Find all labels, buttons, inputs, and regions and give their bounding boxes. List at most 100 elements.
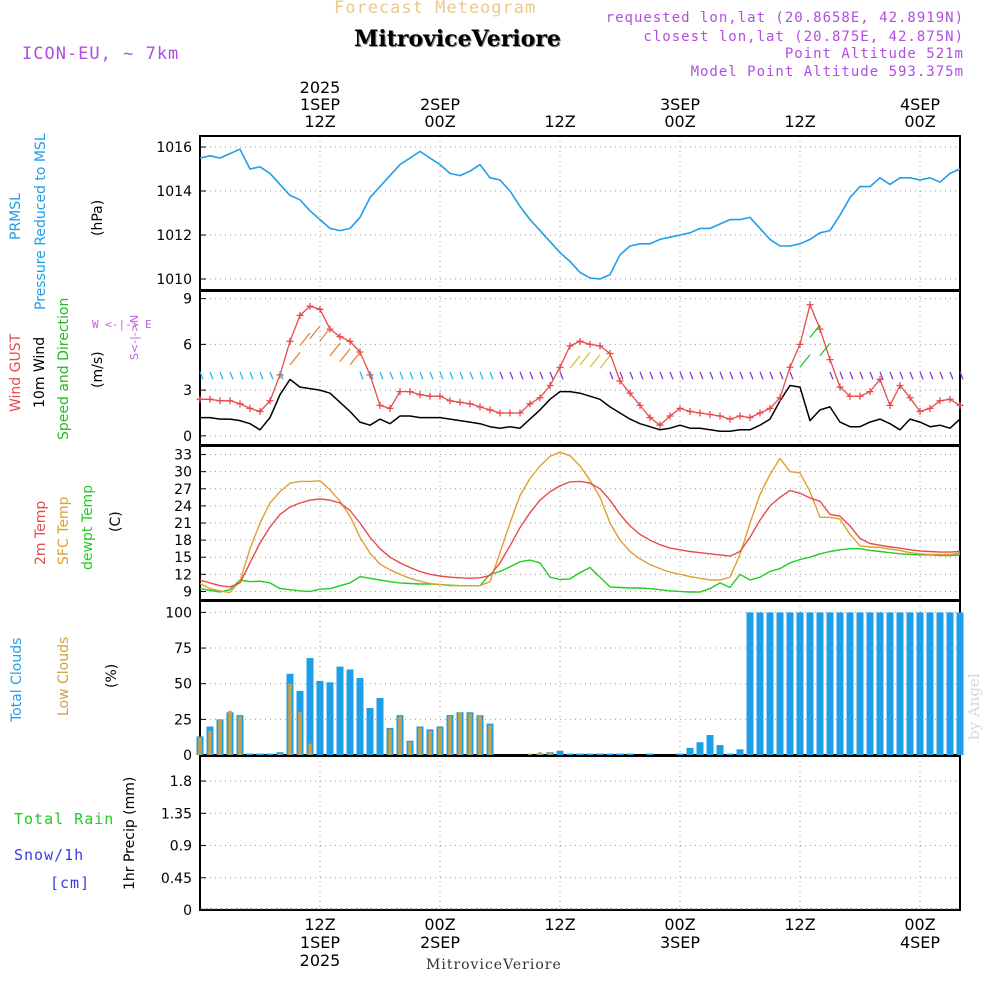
low-cloud-bar bbox=[418, 727, 422, 755]
total-cloud-bar bbox=[696, 742, 704, 755]
temp-2m-line bbox=[199, 480, 961, 588]
y-tick-label: 0.45 bbox=[161, 871, 192, 887]
total-cloud-bar bbox=[646, 753, 654, 755]
total-cloud-bar bbox=[716, 745, 724, 755]
sfc-temp-line bbox=[199, 451, 961, 594]
snow-label: Snow/1h bbox=[14, 846, 85, 864]
gust-marker bbox=[456, 398, 464, 406]
wind-direction-arrow bbox=[329, 342, 341, 357]
wind-direction-arrow bbox=[429, 371, 434, 380]
total-cloud-bar bbox=[776, 612, 784, 755]
y-tick-label: 9 bbox=[183, 292, 192, 308]
low-cloud-bar bbox=[538, 752, 542, 755]
wind-direction-arrow bbox=[889, 371, 894, 380]
wind-direction-arrow bbox=[439, 371, 444, 380]
gust-marker bbox=[926, 404, 934, 412]
gust-marker bbox=[316, 305, 324, 313]
total-cloud-bar bbox=[906, 612, 914, 755]
total-cloud-bar bbox=[346, 669, 354, 755]
total-cloud-bar bbox=[936, 612, 944, 755]
low-cloud-bar bbox=[438, 727, 442, 755]
total-cloud-bar bbox=[596, 753, 604, 755]
total-cloud-bar bbox=[816, 612, 824, 755]
gust-marker bbox=[636, 401, 644, 409]
wind-direction-arrow bbox=[499, 371, 504, 380]
total-cloud-bar bbox=[876, 612, 884, 755]
wind-direction-arrow bbox=[419, 371, 424, 380]
station-title: MitroviceVeriore bbox=[354, 26, 561, 52]
wind-direction-arrow bbox=[219, 371, 224, 380]
wind-direction-arrow bbox=[259, 371, 264, 380]
subtitle: Forecast Meteogram bbox=[334, 0, 537, 18]
wind-direction-arrow bbox=[749, 371, 754, 380]
total-cloud-bar bbox=[796, 612, 804, 755]
gust-marker bbox=[806, 301, 814, 309]
low-cloud-bar bbox=[198, 737, 202, 755]
bottom-date-label: 3SEP bbox=[660, 933, 700, 952]
bottom-hour-label: 12Z bbox=[304, 915, 335, 934]
wind-direction-arrow bbox=[819, 342, 831, 357]
total-cloud-bar bbox=[266, 753, 274, 755]
gust-marker bbox=[816, 325, 824, 333]
gust-marker bbox=[386, 404, 394, 412]
low-cloud-bar bbox=[228, 710, 232, 755]
total-cloud-bar bbox=[676, 753, 684, 755]
low-cloud-bar bbox=[528, 753, 532, 755]
wind-direction-arrow bbox=[759, 371, 764, 380]
y-tick-label: 12 bbox=[174, 567, 192, 583]
gust-marker bbox=[506, 409, 514, 417]
gust-marker bbox=[406, 388, 414, 396]
wind-direction-arrow bbox=[549, 371, 554, 380]
wind-direction-arrow bbox=[539, 371, 544, 380]
gust-marker bbox=[426, 392, 434, 400]
gust-marker bbox=[516, 409, 524, 417]
top-hour-label: 00Z bbox=[424, 112, 455, 131]
wind-direction-arrow bbox=[779, 371, 784, 380]
wind-direction-arrow bbox=[409, 371, 414, 380]
footer-station: MitroviceVeriore bbox=[426, 957, 562, 973]
gust-marker bbox=[676, 404, 684, 412]
top-hour-label: 12Z bbox=[304, 112, 335, 131]
y-tick-label: 0 bbox=[183, 748, 192, 764]
requested-coords: requested lon,lat (20.8658E, 42.8919N) bbox=[605, 10, 964, 26]
gust-marker bbox=[906, 394, 914, 402]
gust-marker bbox=[216, 397, 224, 405]
total-cloud-bar bbox=[896, 612, 904, 755]
wind-direction-arrow bbox=[659, 371, 664, 380]
gust-marker bbox=[436, 392, 444, 400]
total-cloud-bar bbox=[826, 612, 834, 755]
y-tick-label: 30 bbox=[174, 465, 192, 481]
low-cloud-bar bbox=[278, 753, 282, 755]
wind-direction-arrow bbox=[239, 371, 244, 380]
wind-direction-arrow bbox=[949, 371, 954, 380]
y-tick-label: 1.8 bbox=[170, 774, 192, 790]
panel-frame bbox=[199, 135, 961, 291]
top-date-label: 1SEP bbox=[300, 95, 340, 114]
y-tick-label: 50 bbox=[174, 677, 192, 693]
gust-marker bbox=[266, 397, 274, 405]
total-cloud-bar bbox=[766, 612, 774, 755]
wind-direction-arrow bbox=[799, 354, 811, 368]
gust-marker bbox=[856, 392, 864, 400]
wind-direction-arrow bbox=[769, 371, 774, 380]
low-cloud-bar bbox=[238, 716, 242, 755]
wind-direction-arrow bbox=[269, 371, 274, 380]
rain-label: Total Rain bbox=[14, 810, 115, 828]
total-cloud-bar bbox=[366, 707, 374, 755]
gust-marker bbox=[916, 407, 924, 415]
wind-direction-arrow bbox=[639, 371, 644, 380]
wind-direction-arrow bbox=[599, 355, 611, 369]
total-cloud-bar bbox=[786, 612, 794, 755]
gust-marker bbox=[956, 401, 964, 409]
wind-direction-arrow bbox=[209, 371, 214, 380]
gust-marker bbox=[786, 363, 794, 371]
gust-marker bbox=[836, 383, 844, 391]
closest-coords: closest lon,lat (20.875E, 42.875N) bbox=[643, 29, 964, 45]
wind-direction-arrow bbox=[489, 371, 494, 380]
y-tick-label: 100 bbox=[165, 605, 192, 621]
gust-marker bbox=[336, 333, 344, 341]
gust-marker bbox=[606, 350, 614, 358]
total-cloud-bar bbox=[376, 697, 384, 755]
low-cloud-bar bbox=[308, 743, 312, 755]
gust-marker bbox=[666, 412, 674, 420]
